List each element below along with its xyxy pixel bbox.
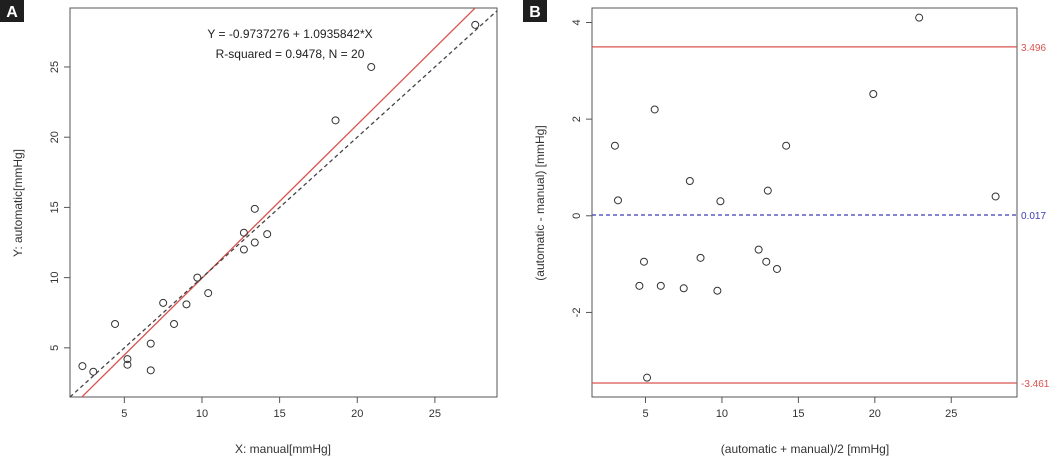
regression-stats: R-squared = 0.9478, N = 20: [216, 47, 365, 61]
panel-b-x-ticks: 5 10 15 20 25: [642, 397, 957, 420]
data-point: [991, 192, 1000, 201]
panel-b-plot-frame: [591, 7, 1018, 398]
data-point: [772, 264, 781, 273]
data-point: [193, 273, 202, 282]
x-tick-label: 10: [716, 408, 728, 420]
panel-b-reference-lines: 3.496 0.017 -3.461: [592, 43, 1050, 390]
x-tick-label: 10: [196, 408, 208, 420]
data-point: [650, 105, 659, 114]
lower-limit-label: -3.461: [1021, 379, 1050, 390]
y-tick-label: -2: [571, 308, 583, 318]
identity-line: [70, 10, 497, 397]
data-point: [613, 196, 622, 205]
data-point: [639, 257, 648, 266]
panel-b-label-box: [523, 0, 547, 22]
panel-b-y-ticks: 4 2 0 -2: [571, 19, 592, 317]
data-point: [696, 253, 705, 262]
data-point: [263, 230, 272, 239]
panel-a-plot-frame: [69, 7, 498, 398]
x-tick-label: 15: [273, 408, 285, 420]
y-tick-label: 2: [571, 116, 583, 122]
x-tick-label: 5: [642, 408, 648, 420]
regression-line: [80, 8, 477, 397]
panel-a-x-axis-label: X: manual[mmHg]: [235, 442, 331, 456]
data-point: [656, 281, 665, 290]
mean-difference-label: 0.017: [1021, 211, 1046, 222]
panel-a-fit-lines: [70, 8, 497, 397]
x-tick-label: 25: [945, 408, 957, 420]
data-point: [716, 197, 725, 206]
y-tick-label: 25: [49, 61, 61, 73]
panel-a-label: A: [6, 4, 18, 21]
y-tick-label: 20: [49, 131, 61, 143]
data-point: [762, 257, 771, 266]
data-point: [123, 360, 132, 369]
panel-b-y-axis-label: (automatic - manual) [mmHg]: [533, 125, 547, 280]
y-tick-label: 10: [49, 272, 61, 284]
x-tick-label: 20: [351, 408, 363, 420]
data-point: [610, 141, 619, 150]
data-point: [146, 339, 155, 348]
data-point: [367, 62, 376, 71]
y-tick-label: 0: [571, 213, 583, 219]
panel-b-points: [610, 13, 1000, 382]
data-point: [250, 238, 259, 247]
x-tick-label: 20: [869, 408, 881, 420]
y-tick-label: 15: [49, 201, 61, 213]
data-point: [250, 204, 259, 213]
data-point: [204, 289, 213, 298]
x-tick-label: 25: [429, 408, 441, 420]
data-point: [635, 281, 644, 290]
data-point: [89, 367, 98, 376]
data-point: [78, 362, 87, 371]
data-point: [331, 116, 340, 125]
upper-limit-label: 3.496: [1021, 43, 1046, 54]
data-point: [782, 141, 791, 150]
panel-a-x-ticks: 5 10 15 20 25: [121, 397, 441, 420]
data-point: [869, 90, 878, 99]
panel-b-label: B: [529, 4, 541, 21]
x-tick-label: 5: [121, 408, 127, 420]
x-tick-label: 15: [792, 408, 804, 420]
panel-b-bland-altman-plot: (automatic + manual)/2 [mmHg] (automatic…: [533, 7, 1050, 456]
data-point: [685, 176, 694, 185]
y-tick-label: 5: [49, 345, 61, 351]
panel-a-y-ticks: 5 10 15 20 25: [49, 61, 70, 351]
data-point: [679, 284, 688, 293]
data-point: [159, 298, 168, 307]
data-point: [754, 245, 763, 254]
panel-a-y-axis-label: Y: automatic[mmHg]: [11, 149, 25, 257]
y-tick-label: 4: [571, 19, 583, 25]
data-point: [170, 319, 179, 328]
data-point: [763, 186, 772, 195]
data-point: [915, 13, 924, 22]
data-point: [123, 355, 132, 364]
panel-a-label-box: [0, 0, 24, 22]
data-point: [239, 228, 248, 237]
data-point: [239, 245, 248, 254]
data-point: [111, 319, 120, 328]
regression-equation: Y = -0.9737276 + 1.0935842*X: [207, 27, 372, 41]
data-point: [146, 366, 155, 375]
data-point: [182, 300, 191, 309]
data-point: [643, 373, 652, 382]
panel-b-x-axis-label: (automatic + manual)/2 [mmHg]: [721, 442, 889, 456]
panel-a-points: [78, 20, 480, 376]
panel-a-regression-plot: Y = -0.9737276 + 1.0935842*X R-squared =…: [11, 7, 498, 456]
data-point: [713, 286, 722, 295]
data-point: [471, 20, 480, 29]
